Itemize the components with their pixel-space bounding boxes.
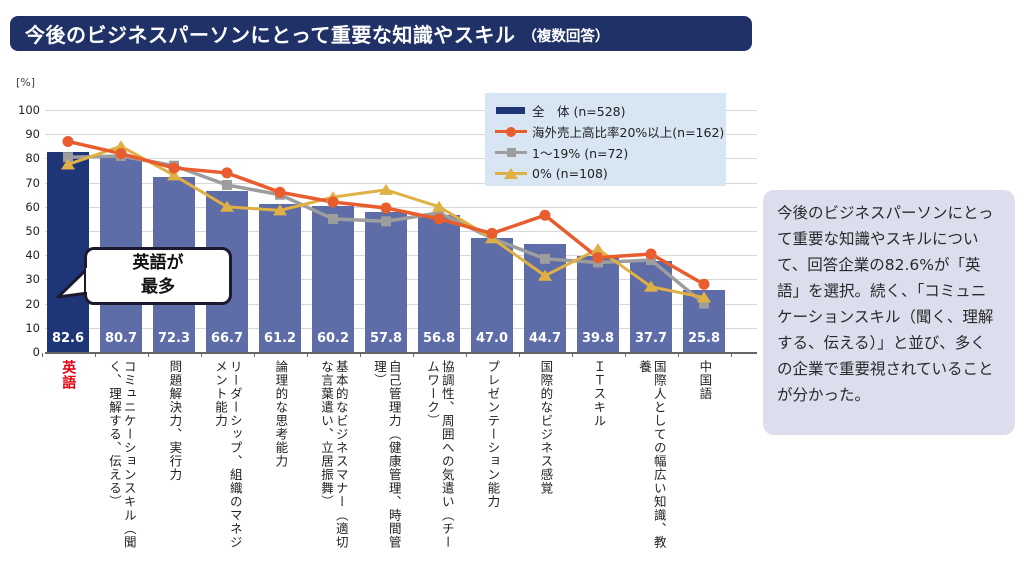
x-axis-line xyxy=(45,352,757,354)
category-label: 基本的なビジネスマナー（適切な言葉遣い、立居振舞） xyxy=(319,360,349,549)
y-tick-label: 100 xyxy=(18,103,40,117)
category-label: 国際的なビジネス感覚 xyxy=(538,360,554,495)
legend-label: 海外売上高比率20%以上(n=162) xyxy=(532,125,725,140)
x-axis-tick xyxy=(147,353,149,357)
legend-square-marker-icon xyxy=(495,146,527,160)
category-label: 協調性、周囲への気遣い（チームワーク） xyxy=(425,360,455,549)
title-suffix: （複数回答） xyxy=(522,28,610,45)
legend-label: 全 体 (n=528) xyxy=(532,104,626,119)
x-axis-tick xyxy=(412,353,414,357)
y-tick-label: 0 xyxy=(32,345,40,359)
y-tick-label: 20 xyxy=(25,296,40,311)
category-label: ＩＴスキル xyxy=(591,360,607,428)
category-label: プレゼンテーション能力 xyxy=(485,360,501,509)
x-axis-tick xyxy=(465,353,467,357)
bar-value-label: 44.7 xyxy=(528,331,562,346)
legend-triangle-marker-icon xyxy=(495,167,527,181)
legend-label: 1～19% (n=72) xyxy=(532,146,629,161)
legend-item: 1～19% (n=72) xyxy=(495,142,726,163)
bar-value-label: 47.0 xyxy=(475,331,509,346)
y-tick-label: 70 xyxy=(25,175,40,190)
legend-item: 海外売上高比率20%以上(n=162) xyxy=(495,121,726,142)
y-axis-unit-label: [%] xyxy=(16,76,36,89)
legend-label: 0% (n=108) xyxy=(532,166,608,181)
callout-line-2: 最多 xyxy=(141,277,175,297)
x-axis-tick xyxy=(730,353,732,357)
category-label: 論理的な思考能力 xyxy=(273,360,289,468)
y-tick-label: 40 xyxy=(25,248,40,263)
x-axis-tick xyxy=(624,353,626,357)
category-label: リーダーシップ、組織のマネジメント能力 xyxy=(213,360,243,549)
legend-circle-marker-icon xyxy=(495,125,527,139)
gridline xyxy=(45,110,757,111)
category-label: 英語 xyxy=(60,360,77,390)
bar-value-label: 82.6 xyxy=(51,331,85,346)
bar-value-label: 56.8 xyxy=(422,331,456,346)
bar-value-label: 66.7 xyxy=(210,331,244,346)
x-axis-tick xyxy=(359,353,361,357)
x-axis-tick xyxy=(677,353,679,357)
category-label: 自己管理力（健康管理、時間管理） xyxy=(372,360,402,549)
category-label: 国際人としての幅広い知識、教養 xyxy=(637,360,667,549)
x-axis-tick xyxy=(41,353,43,357)
y-tick-label: 10 xyxy=(25,320,40,335)
x-axis-tick xyxy=(253,353,255,357)
legend-bar-marker-icon xyxy=(495,104,527,118)
bar-value-label: 37.7 xyxy=(634,331,668,346)
legend-item: 全 体 (n=528) xyxy=(495,100,726,121)
callout-line-1: 英語が xyxy=(132,253,184,274)
y-tick-label: 60 xyxy=(25,199,40,214)
category-label: 問題解決力、実行力 xyxy=(167,360,183,482)
bar-value-label: 39.8 xyxy=(581,331,615,346)
x-axis-tick xyxy=(200,353,202,357)
x-axis-tick xyxy=(518,353,520,357)
callout-tail-mask xyxy=(86,268,93,292)
category-label: 中国語 xyxy=(697,360,713,401)
title-bar: 今後のビジネスパーソンにとって重要な知識やスキル （複数回答） xyxy=(10,16,752,51)
bar-value-label: 57.8 xyxy=(369,331,403,346)
legend-item: 0% (n=108) xyxy=(495,163,726,184)
category-label: コミュニケーションスキル（聞く、理解する、伝える） xyxy=(107,360,137,549)
bar-value-label: 72.3 xyxy=(157,331,191,346)
y-tick-label: 50 xyxy=(25,224,40,238)
y-tick-label: 90 xyxy=(25,127,40,142)
chart-legend: 全 体 (n=528) 海外売上高比率20%以上(n=162) 1～19% (n=7… xyxy=(485,93,726,186)
x-axis-tick xyxy=(571,353,573,357)
y-tick-label: 80 xyxy=(25,151,40,166)
bar-value-label: 61.2 xyxy=(263,331,297,346)
x-axis-tick xyxy=(94,353,96,357)
x-axis-tick xyxy=(306,353,308,357)
gridline xyxy=(45,134,757,136)
summary-note-box: 今後のビジネスパーソンにとって重要な知識やスキルについて、回答企業の82.6%が… xyxy=(763,190,1015,435)
summary-note-text: 今後のビジネスパーソンにとって重要な知識やスキルについて、回答企業の82.6%が… xyxy=(777,204,994,405)
bar-value-label: 25.8 xyxy=(687,331,721,346)
page-title: 今後のビジネスパーソンにとって重要な知識やスキル xyxy=(25,23,516,47)
bar-value-label: 60.2 xyxy=(316,331,350,346)
y-tick-label: 30 xyxy=(25,272,40,287)
bar-value-label: 80.7 xyxy=(104,331,138,346)
callout-bubble: 英語が 最多 xyxy=(84,247,232,305)
